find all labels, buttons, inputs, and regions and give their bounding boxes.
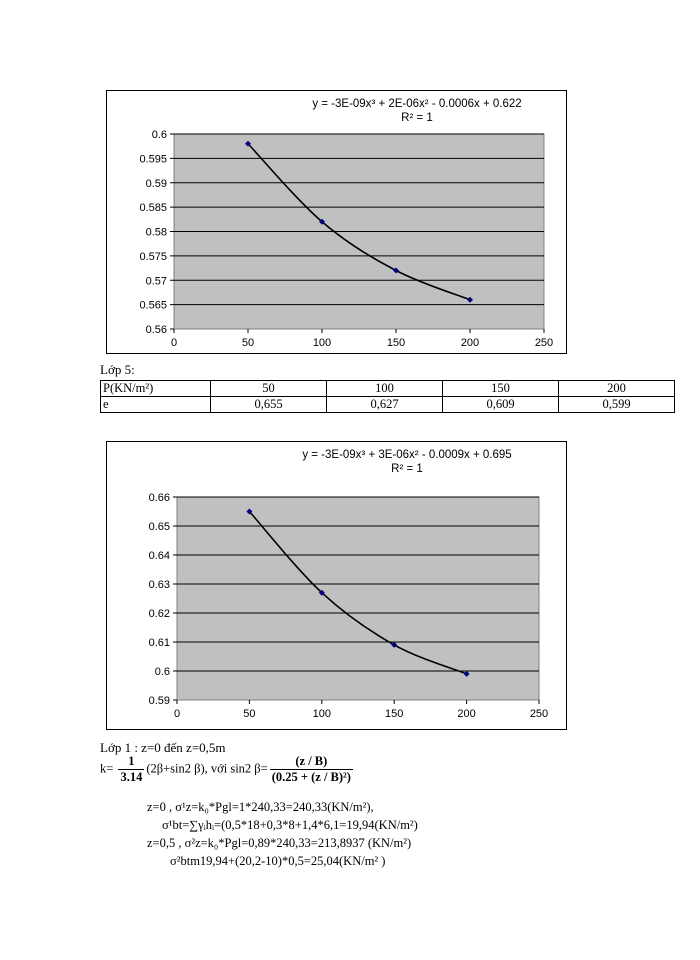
layer5-heading: Lớp 5:: [100, 362, 135, 377]
chart-1-plot: 0.56 0.565 0.57 0.575 0.58 0.585 0.59 0.595 0.6 0…: [139, 129, 553, 349]
x-tick-label: 50: [243, 708, 255, 720]
y-tick-label: 0.56: [146, 324, 167, 336]
chart-2-plot: 0.59 0.6 0.61 0.62 0.63 0.64 0.65 0.66 0 50 100 150…: [149, 492, 549, 720]
data-point: [467, 296, 473, 303]
data-point: [391, 641, 398, 648]
x-tick-label: 0: [171, 337, 177, 349]
x-tick-label: 250: [530, 708, 548, 720]
p-cell: 150: [442, 380, 559, 397]
y-tick-label: 0.64: [149, 550, 170, 562]
calc-line-2: σ¹bt=∑γᵢhᵢ=(0,5*18+0,3*8+1,4*6,1=19,94(K…: [162, 818, 418, 832]
y-tick-label: 0.61: [149, 637, 170, 649]
k-numerator: 1: [118, 754, 145, 770]
data-point: [319, 218, 325, 225]
k-fraction: 1 3.14: [118, 754, 145, 785]
k-denominator: 3.14: [120, 770, 143, 784]
y-tick-label: 0.66: [149, 492, 170, 504]
x-tick-label: 150: [387, 337, 405, 349]
y-tick-label: 0.585: [139, 202, 167, 214]
x-tick-label: 100: [313, 337, 331, 349]
x-tick-label: 150: [385, 708, 403, 720]
e-cell: 0,655: [210, 396, 327, 413]
pe-table: P(KN/m²) 50 100 150 200 e 0,655 0,627 0,…: [100, 380, 675, 413]
y-tick-label: 0.6: [152, 129, 167, 141]
e-cell: 0,599: [558, 396, 675, 413]
x-tick-label: 200: [461, 337, 479, 349]
chart-2: y = -3E-09x³ + 3E-06x² - 0.0009x + 0.695…: [106, 441, 567, 730]
calc-line-1: z=0 , σ¹z=k₀*Pgl=1*240,33=240,33(KN/m²),: [147, 800, 374, 814]
calc-line-3: z=0,5 , σ²z=k₀*Pgl=0,89*240,33=213,8937 …: [147, 836, 412, 850]
p-cell: 100: [326, 380, 443, 397]
y-tick-label: 0.565: [139, 300, 167, 312]
sin-fraction: (z / B) (0.25 + (z / B)²): [269, 754, 353, 785]
k-formula: k= 1 3.14 (2β+sin2 β), với sin2 β= (z / …: [100, 754, 355, 785]
p-cell: 200: [558, 380, 675, 397]
chart-1-equation: y = -3E-09x³ + 2E-06x² - 0.0006x + 0.622…: [312, 98, 522, 124]
sin-numerator: (z / B): [269, 754, 353, 770]
y-tick-label: 0.59: [149, 695, 170, 707]
y-tick-label: 0.595: [139, 153, 167, 165]
x-tick-label: 100: [313, 708, 331, 720]
e-cell: 0,609: [442, 396, 559, 413]
trendline: [248, 510, 467, 675]
y-tick-label: 0.58: [146, 227, 167, 239]
layer1-heading: Lớp 1 : z=0 đến z=0,5m: [100, 740, 226, 755]
row-label-p: P(KN/m²): [100, 380, 211, 397]
calc-line-4: σ²btm19,94+(20,2-10)*0,5=25,04(KN/m² ): [170, 854, 386, 868]
row-label-e: e: [100, 396, 211, 413]
trendline: [247, 143, 471, 301]
chart-2-equation: y = -3E-09x³ + 3E-06x² - 0.0009x + 0.695…: [302, 449, 512, 475]
y-tick-label: 0.6: [155, 666, 170, 678]
data-point: [393, 267, 399, 274]
sin-denominator: (0.25 + (z / B)²): [271, 770, 351, 784]
y-tick-label: 0.62: [149, 608, 170, 620]
y-tick-label: 0.575: [139, 251, 167, 263]
y-tick-label: 0.63: [149, 579, 170, 591]
y-tick-label: 0.59: [146, 178, 167, 190]
plot-area: [176, 496, 540, 701]
data-point: [318, 589, 325, 596]
k-prefix: k=: [100, 761, 114, 776]
data-point: [245, 140, 251, 147]
x-tick-label: 200: [457, 708, 475, 720]
y-tick-label: 0.57: [146, 275, 167, 287]
data-point: [246, 508, 253, 515]
k-mid-text: (2β+sin2 β), với sin2 β=: [146, 761, 268, 776]
table-row: P(KN/m²) 50 100 150 200: [100, 380, 675, 397]
e-cell: 0,627: [326, 396, 443, 413]
chart-1: y = -3E-09x³ + 2E-06x² - 0.0006x + 0.622…: [106, 90, 567, 354]
data-point: [463, 670, 470, 677]
x-tick-label: 0: [174, 708, 180, 720]
table-row: e 0,655 0,627 0,609 0,599: [100, 396, 675, 413]
y-tick-label: 0.65: [149, 521, 170, 533]
x-tick-label: 250: [535, 337, 553, 349]
p-cell: 50: [210, 380, 327, 397]
x-tick-label: 50: [242, 337, 254, 349]
